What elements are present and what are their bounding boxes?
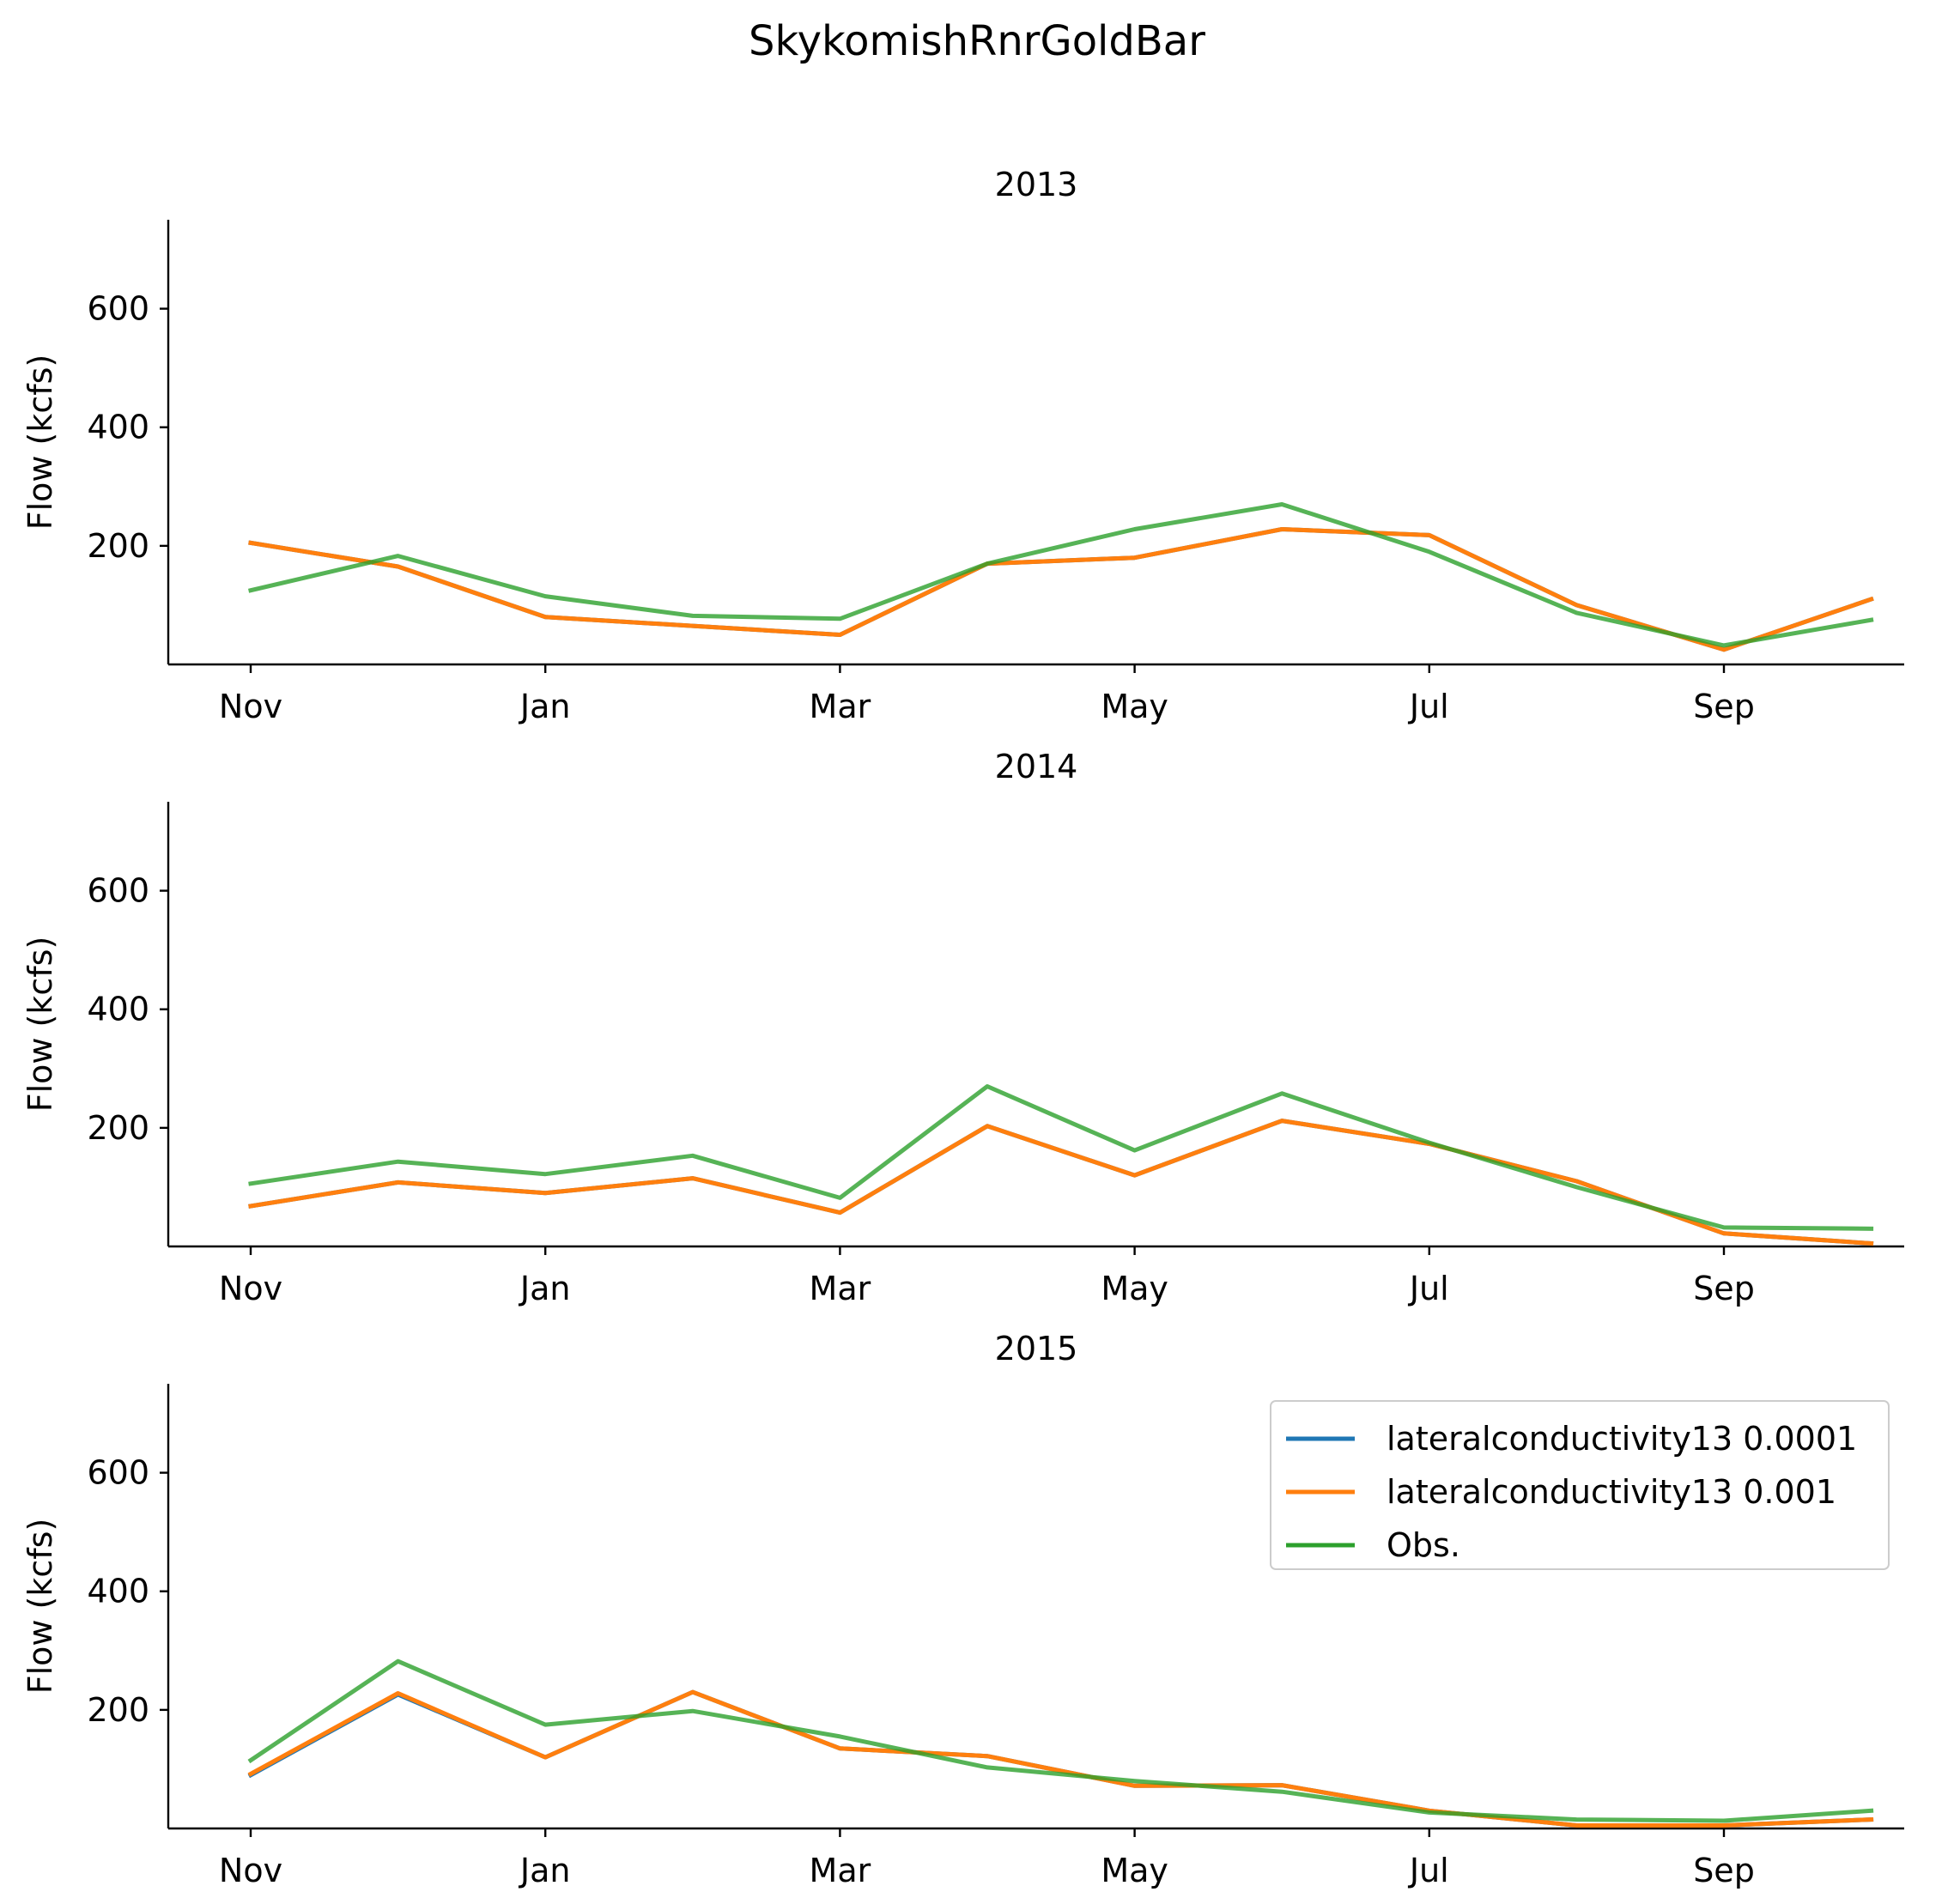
- series-line-lateralconductivity13-0-001: [248, 1119, 1874, 1246]
- series-line-obs-: [247, 1658, 1874, 1823]
- x-tick-label: May: [1101, 1270, 1168, 1307]
- chart-title: SkykomishRnrGoldBar: [749, 17, 1205, 65]
- x-tick-label: Jan: [519, 1852, 571, 1889]
- x-tick-label: Jan: [519, 688, 571, 725]
- legend-frame: [1270, 1400, 1890, 1570]
- x-tick-label: Nov: [219, 688, 282, 725]
- y-tick-label: 600: [87, 290, 149, 328]
- x-tick-label: Jan: [519, 1270, 571, 1307]
- series-line-lateralconductivity13-0-001: [247, 1689, 1874, 1828]
- legend-label: lateralconductivity13 0.0001: [1387, 1420, 1857, 1458]
- series-line-lateralconductivity13-0-0001: [248, 1119, 1874, 1246]
- y-tick-label: 200: [87, 1109, 149, 1147]
- x-tick-label: Mar: [810, 1270, 871, 1307]
- x-tick-label: Jul: [1408, 1852, 1449, 1889]
- y-tick-label: 400: [87, 409, 149, 446]
- y-tick-label: 400: [87, 991, 149, 1028]
- panel-2015: 2015 200 400 600 Nov Jan Mar May Jul Sep Flow (kcf…: [21, 1330, 1904, 1889]
- x-tick-label: May: [1101, 1852, 1168, 1889]
- legend: lateralconductivity13 0.0001 lateralcondu…: [1270, 1400, 1890, 1570]
- x-tick-label: Mar: [810, 1852, 871, 1889]
- x-tick-label: Jul: [1408, 688, 1449, 725]
- y-tick-label: 200: [87, 1691, 149, 1729]
- y-tick-label: 400: [87, 1573, 149, 1610]
- panel-title: 2013: [995, 166, 1078, 203]
- y-tick-label: 600: [87, 872, 149, 910]
- panel-2014: 2014 200 400 600 Nov Jan Mar May Jul Sep Flow (kcf…: [21, 748, 1904, 1307]
- x-tick-label: Mar: [810, 688, 871, 725]
- panels: 2013 200 400 600 Nov Jan Mar May Jul Sep Flow (kcf…: [21, 166, 1904, 1889]
- x-tick-label: Sep: [1693, 1852, 1755, 1889]
- x-tick-label: May: [1101, 688, 1168, 725]
- x-tick-label: Sep: [1693, 688, 1755, 725]
- panel-title: 2014: [995, 748, 1078, 785]
- y-axis-title: Flow (kcfs): [21, 937, 59, 1113]
- x-tick-label: Sep: [1693, 1270, 1755, 1307]
- y-axis-title: Flow (kcfs): [21, 1519, 59, 1695]
- y-tick-label: 200: [87, 527, 149, 565]
- series-line-lateralconductivity13-0-0001: [247, 1689, 1874, 1828]
- x-tick-label: Jul: [1408, 1270, 1449, 1307]
- legend-label: Obs.: [1387, 1526, 1460, 1564]
- legend-label: lateralconductivity13 0.001: [1387, 1473, 1836, 1511]
- series-line-obs-: [247, 502, 1874, 648]
- panel-2013: 2013 200 400 600 Nov Jan Mar May Jul Sep Flow (kcf…: [21, 166, 1904, 725]
- y-tick-label: 600: [87, 1454, 149, 1492]
- series-line-lateralconductivity13-0-001: [248, 527, 1874, 652]
- x-tick-label: Nov: [219, 1270, 282, 1307]
- y-axis-title: Flow (kcfs): [21, 355, 59, 531]
- panel-title: 2015: [995, 1330, 1078, 1367]
- series-line-obs-: [248, 1084, 1874, 1231]
- x-tick-label: Nov: [219, 1852, 282, 1889]
